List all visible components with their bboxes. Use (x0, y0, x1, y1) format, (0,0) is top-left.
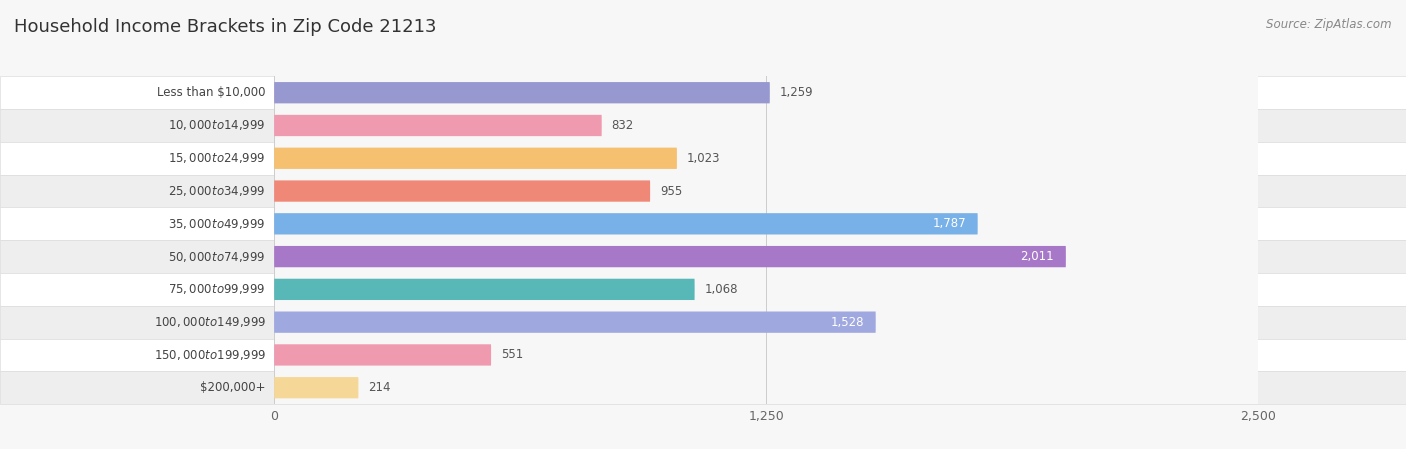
FancyBboxPatch shape (274, 115, 602, 136)
Text: 1,259: 1,259 (780, 86, 813, 99)
FancyBboxPatch shape (274, 213, 977, 234)
Text: Household Income Brackets in Zip Code 21213: Household Income Brackets in Zip Code 21… (14, 18, 436, 36)
Text: $50,000 to $74,999: $50,000 to $74,999 (169, 250, 266, 264)
Text: $35,000 to $49,999: $35,000 to $49,999 (169, 217, 266, 231)
Text: 1,787: 1,787 (932, 217, 966, 230)
Text: 955: 955 (659, 185, 682, 198)
Text: Less than $10,000: Less than $10,000 (157, 86, 266, 99)
FancyBboxPatch shape (274, 312, 876, 333)
Text: 551: 551 (501, 348, 523, 361)
FancyBboxPatch shape (274, 82, 770, 103)
Text: 214: 214 (368, 381, 391, 394)
Text: 1,023: 1,023 (686, 152, 720, 165)
FancyBboxPatch shape (274, 279, 695, 300)
Text: Source: ZipAtlas.com: Source: ZipAtlas.com (1267, 18, 1392, 31)
Text: $75,000 to $99,999: $75,000 to $99,999 (169, 282, 266, 296)
FancyBboxPatch shape (274, 344, 491, 365)
FancyBboxPatch shape (274, 246, 1066, 267)
Text: $25,000 to $34,999: $25,000 to $34,999 (169, 184, 266, 198)
Text: $200,000+: $200,000+ (201, 381, 266, 394)
Text: $10,000 to $14,999: $10,000 to $14,999 (169, 119, 266, 132)
Text: $150,000 to $199,999: $150,000 to $199,999 (153, 348, 266, 362)
Text: 2,011: 2,011 (1021, 250, 1054, 263)
Text: $15,000 to $24,999: $15,000 to $24,999 (169, 151, 266, 165)
FancyBboxPatch shape (274, 377, 359, 398)
Text: $100,000 to $149,999: $100,000 to $149,999 (153, 315, 266, 329)
Text: 832: 832 (612, 119, 634, 132)
Text: 1,068: 1,068 (704, 283, 738, 296)
Text: 1,528: 1,528 (831, 316, 863, 329)
FancyBboxPatch shape (274, 180, 650, 202)
FancyBboxPatch shape (274, 148, 676, 169)
